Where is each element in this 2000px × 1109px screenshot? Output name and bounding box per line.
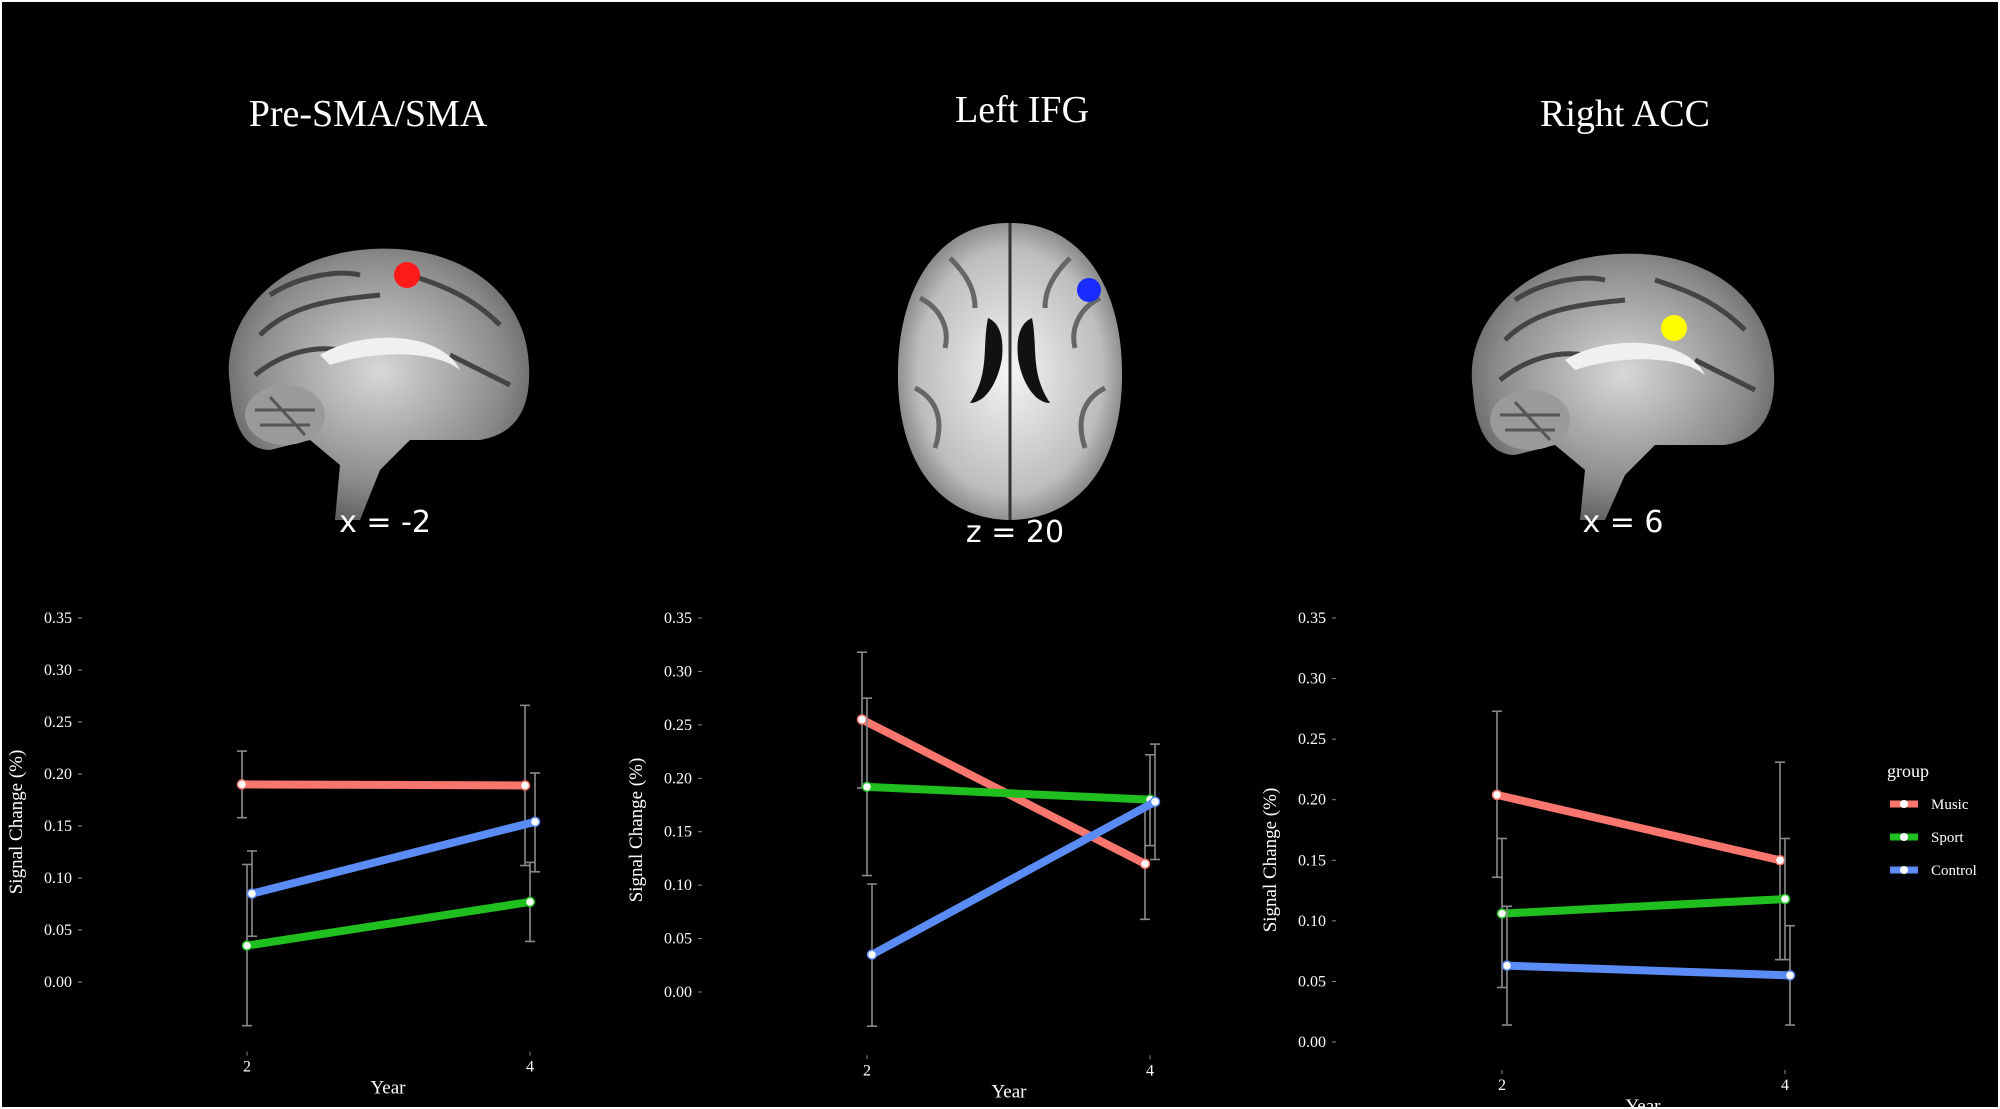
- y-axis-label: Signal Change (%): [6, 750, 27, 895]
- data-point: [529, 816, 541, 828]
- panel-title-2: Left IFG: [954, 89, 1090, 131]
- legend-label: Sport: [1931, 830, 1964, 846]
- data-point: [866, 949, 878, 960]
- y-tick-label: 0.35: [1298, 610, 1326, 627]
- data-point: [1779, 893, 1791, 905]
- roi-marker-2: [1077, 278, 1101, 302]
- y-tick-label: 0.20: [664, 770, 692, 787]
- coord-label-1: x = -2: [339, 505, 431, 540]
- series-line: [866, 782, 1151, 804]
- x-tick-label: 2: [863, 1062, 871, 1079]
- legend-item-music: Music: [1890, 797, 1969, 813]
- y-tick-label: 0.15: [44, 818, 72, 835]
- series-line: [870, 798, 1157, 959]
- y-tick-label: 0.30: [1298, 671, 1326, 688]
- y-tick-label: 0.00: [664, 984, 692, 1001]
- brain-axial-image-2: [897, 223, 1123, 520]
- series-line: [1501, 895, 1786, 918]
- y-tick-label: 0.25: [44, 714, 72, 731]
- data-point: [236, 779, 248, 790]
- y-tick-label: 0.30: [44, 662, 72, 679]
- y-tick-label: 0.00: [1298, 1034, 1326, 1051]
- y-tick-label: 0.10: [664, 877, 692, 894]
- y-tick-label: 0.05: [1298, 973, 1326, 990]
- legend-title: group: [1887, 761, 1929, 781]
- series-line: [246, 897, 531, 950]
- data-point: [1139, 858, 1151, 870]
- y-axis-label: Signal Change (%): [626, 758, 647, 903]
- x-axis-label: Year: [370, 1078, 406, 1099]
- series-control: [1501, 905, 1796, 1026]
- y-tick-label: 0.15: [664, 824, 692, 841]
- brain-sagittal-image-3: [1471, 253, 1775, 520]
- legend-item-control: Control: [1890, 863, 1977, 879]
- y-tick-label: 0.25: [1298, 731, 1326, 748]
- brain-sagittal-image-1: [228, 248, 530, 520]
- series-line: [1506, 961, 1791, 980]
- data-point: [524, 896, 536, 908]
- x-tick-label: 4: [526, 1059, 534, 1076]
- chart-panel-2: 0.00 0.05 0.10 0.15 0.20 0.25 0.30 0.35 2 4 Year Si…: [626, 610, 1161, 1102]
- coord-label-2: z = 20: [965, 515, 1065, 550]
- data-point: [1774, 855, 1786, 866]
- series-sport: [1496, 837, 1791, 989]
- legend-item-sport: Sport: [1890, 830, 1964, 846]
- series-music: [1491, 710, 1786, 961]
- y-tick-label: 0.25: [664, 717, 692, 734]
- x-tick-label: 4: [1781, 1077, 1789, 1094]
- chart-panel-1: 0.00 0.05 0.10 0.15 0.20 0.25 0.30 0.35 2 4 Year Si…: [6, 610, 541, 1099]
- y-tick-label: 0.05: [44, 922, 72, 939]
- data-point: [1784, 970, 1796, 981]
- series-control: [866, 743, 1161, 1027]
- data-point: [246, 888, 258, 899]
- x-tick-label: 2: [1498, 1077, 1506, 1094]
- data-point: [241, 940, 253, 951]
- y-axis-label: Signal Change (%): [1260, 788, 1281, 933]
- y-tick-label: 0.05: [664, 931, 692, 948]
- y-tick-label: 0.20: [1298, 792, 1326, 809]
- y-tick-label: 0.20: [44, 766, 72, 783]
- series-line: [251, 817, 536, 898]
- x-tick-label: 2: [243, 1059, 251, 1076]
- x-axis-label: Year: [1625, 1096, 1661, 1109]
- y-tick-label: 0.10: [44, 870, 72, 887]
- legend-label: Control: [1931, 863, 1977, 879]
- coord-label-3: x = 6: [1582, 505, 1664, 540]
- data-point: [1496, 908, 1508, 919]
- data-point: [519, 780, 531, 791]
- y-tick-label: 0.10: [1298, 913, 1326, 930]
- y-tick-label: 0.30: [664, 663, 692, 680]
- series-music: [236, 704, 531, 867]
- legend-label: Music: [1931, 797, 1969, 813]
- y-tick-label: 0.15: [1298, 852, 1326, 869]
- series-line: [1496, 790, 1781, 865]
- data-point: [861, 781, 873, 793]
- chart-panel-3: 0.00 0.05 0.10 0.15 0.20 0.25 0.30 0.35 2 4 Year Si…: [1260, 610, 1796, 1109]
- panel-title-3: Right ACC: [1540, 93, 1710, 135]
- roi-marker-1: [394, 262, 420, 288]
- legend-marker: [1900, 866, 1908, 874]
- y-tick-label: 0.35: [44, 610, 72, 627]
- panel-title-1: Pre-SMA/SMA: [248, 93, 488, 135]
- x-axis-label: Year: [991, 1081, 1027, 1102]
- y-tick-label: 0.35: [664, 610, 692, 627]
- series-sport: [241, 861, 536, 1027]
- legend-marker: [1900, 833, 1908, 841]
- y-tick-label: 0.00: [44, 974, 72, 991]
- data-point: [1491, 789, 1503, 801]
- data-point: [1149, 796, 1161, 808]
- data-point: [1501, 960, 1513, 971]
- series-line: [241, 780, 526, 790]
- legend-marker: [1900, 800, 1908, 808]
- data-point: [856, 714, 868, 725]
- x-tick-label: 4: [1146, 1062, 1154, 1079]
- roi-marker-3: [1661, 315, 1687, 341]
- series-control: [246, 772, 541, 938]
